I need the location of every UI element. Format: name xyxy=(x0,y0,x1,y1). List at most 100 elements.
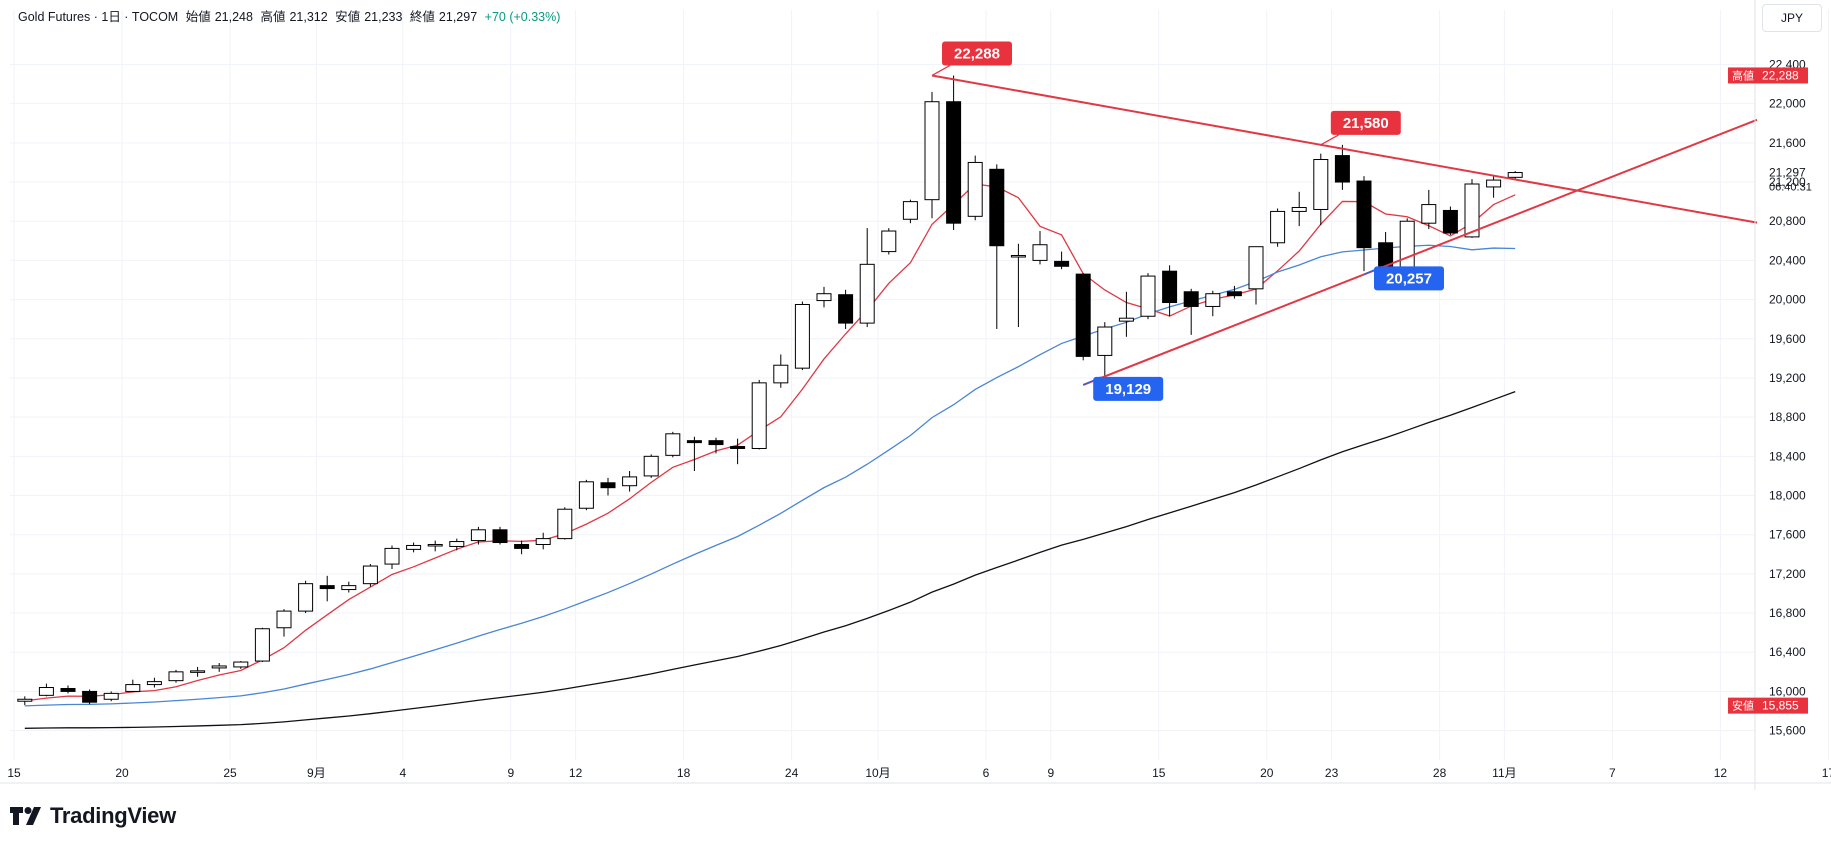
low-value: 21,233 xyxy=(364,10,403,24)
symbol-title[interactable]: Gold Futures · 1日 · TOCOM xyxy=(18,10,179,24)
candle xyxy=(470,526,486,545)
candle xyxy=(146,677,162,688)
candle xyxy=(449,538,465,551)
candle xyxy=(1097,322,1113,385)
price-tick-label: 20,800 xyxy=(1769,214,1806,228)
candle xyxy=(125,679,141,693)
candle-body xyxy=(1291,207,1307,212)
annotation-pointer xyxy=(1320,134,1340,146)
candle-body xyxy=(1313,159,1329,210)
candle xyxy=(427,540,443,552)
candle xyxy=(384,545,400,569)
candle-body xyxy=(535,538,551,545)
candle xyxy=(643,454,659,478)
candle-body xyxy=(1421,204,1437,224)
price-annotation: 21,580 xyxy=(1320,110,1401,146)
candle-body xyxy=(838,294,854,324)
candle-body xyxy=(578,481,594,509)
candle-body xyxy=(1226,291,1242,297)
tradingview-logo[interactable]: TradingView xyxy=(10,802,176,830)
candle-body xyxy=(254,628,270,662)
ma-short-line xyxy=(24,183,1516,702)
candle-body xyxy=(17,698,33,702)
candle xyxy=(60,685,76,694)
price-axis: 15,600 16,000 16,400 16,800 17,200 17,600 18,0… xyxy=(1728,0,1812,790)
candle xyxy=(211,663,227,672)
currency-button[interactable]: JPY xyxy=(1762,4,1822,32)
candle xyxy=(816,286,832,308)
candle xyxy=(1140,273,1156,320)
price-tick-label: 18,000 xyxy=(1769,489,1806,503)
time-tick-label: 11月 xyxy=(1492,766,1516,780)
price-tick-label: 16,800 xyxy=(1769,606,1806,620)
price-tick-label: 20,400 xyxy=(1769,253,1806,267)
candle-body xyxy=(600,482,616,489)
candle-body xyxy=(341,585,357,591)
candle xyxy=(989,164,1005,329)
time-tick-label: 17 xyxy=(1822,766,1831,780)
price-annotation: 20,257 xyxy=(1363,265,1444,291)
candle-body xyxy=(492,529,508,544)
resistance-trendline xyxy=(931,74,1758,224)
candle-body xyxy=(1399,220,1415,271)
time-tick-label: 10月 xyxy=(865,766,890,780)
candle-body xyxy=(470,529,486,542)
annotation-label: 22,288 xyxy=(954,45,1000,62)
candle-body xyxy=(665,433,681,456)
candle-body xyxy=(686,440,702,444)
candle-body xyxy=(643,455,659,477)
time-tick-label: 24 xyxy=(785,766,799,780)
candle-body xyxy=(1486,179,1502,188)
candle-body xyxy=(406,544,422,550)
price-tick-label: 18,800 xyxy=(1769,410,1806,424)
candle-body xyxy=(276,610,292,629)
candle-body xyxy=(773,364,789,384)
candle-body xyxy=(881,230,897,253)
price-tick-label: 22,000 xyxy=(1769,97,1806,111)
price-tick-label: 19,200 xyxy=(1769,371,1806,385)
time-tick-label: 23 xyxy=(1325,766,1339,780)
candle xyxy=(1010,243,1026,328)
candle-body xyxy=(1010,255,1026,258)
candle xyxy=(902,199,918,224)
candle xyxy=(946,75,962,231)
candle xyxy=(773,354,789,388)
candle xyxy=(535,532,551,550)
candle xyxy=(665,431,681,458)
price-tick-label: 16,400 xyxy=(1769,645,1806,659)
axis-tag-label: 高値 xyxy=(1732,68,1754,82)
candle xyxy=(1442,206,1458,235)
symbol-info-bar: Gold Futures · 1日 · TOCOM 始値 21,248 高値 21,… xyxy=(18,6,564,25)
moving-average-lines xyxy=(24,183,1516,729)
candle xyxy=(168,669,184,683)
candle xyxy=(730,438,746,465)
candle-body xyxy=(1356,180,1372,249)
candle xyxy=(578,479,594,511)
candle-body xyxy=(1270,210,1286,244)
candle xyxy=(1507,171,1523,179)
candle xyxy=(622,471,638,492)
support-trendline xyxy=(1082,118,1758,386)
candle xyxy=(1162,265,1178,317)
tradingview-logo-icon xyxy=(10,807,41,825)
axis-tag-value: 22,288 xyxy=(1762,68,1799,82)
candle-body xyxy=(1464,183,1480,238)
axis-tag-value-bg xyxy=(1758,67,1808,84)
candle-body xyxy=(557,508,573,540)
annotation-label: 19,129 xyxy=(1105,381,1151,398)
candle xyxy=(1054,251,1070,270)
candle-body xyxy=(38,687,54,696)
candle-body xyxy=(298,583,314,612)
time-tick-label: 20 xyxy=(115,766,129,780)
candle xyxy=(1356,176,1372,272)
price-tick-label: 21,600 xyxy=(1769,136,1806,150)
candle-body xyxy=(449,541,465,547)
candle xyxy=(1226,285,1242,299)
time-tick-label: 9月 xyxy=(307,766,326,780)
time-tick-label: 18 xyxy=(677,766,691,780)
candle-body xyxy=(427,543,443,547)
candle-body xyxy=(751,382,767,449)
candle-body xyxy=(989,168,1005,247)
candle xyxy=(557,507,573,540)
